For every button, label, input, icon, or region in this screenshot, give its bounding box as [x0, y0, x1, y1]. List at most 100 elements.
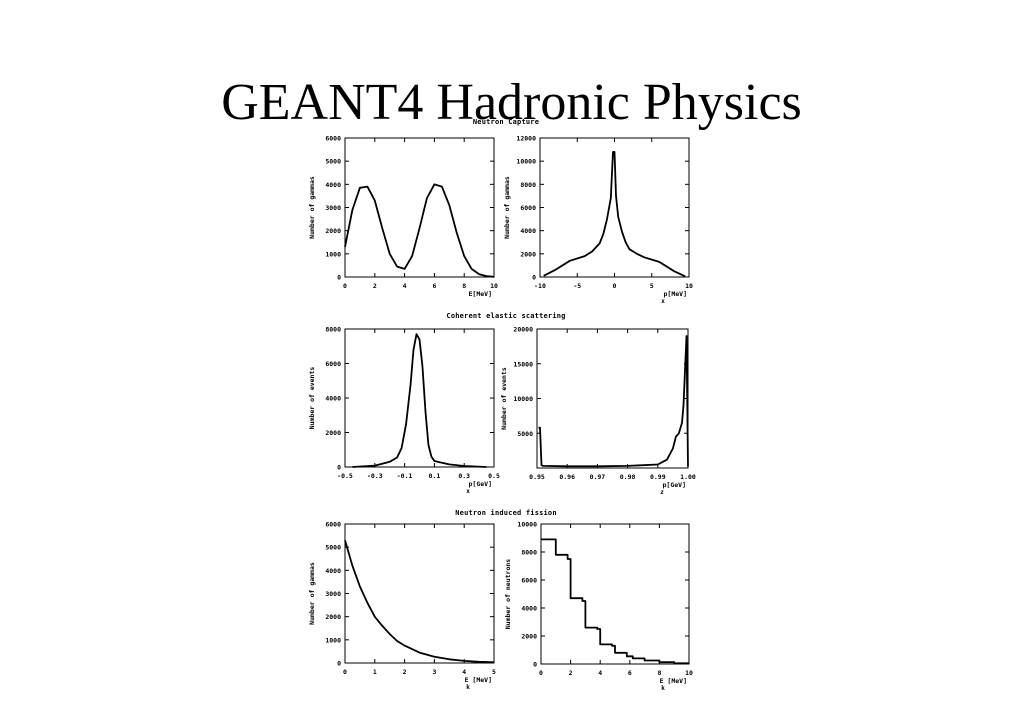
x-tick-label: 4 — [598, 669, 602, 677]
y-tick-label: 3000 — [325, 204, 341, 212]
y-tick-label: 6000 — [521, 577, 537, 585]
y-tick-label: 0 — [532, 274, 536, 282]
series-line-1 — [541, 538, 689, 665]
x-tick-label: -0.1 — [397, 472, 413, 480]
series-line-1 — [344, 183, 495, 278]
plot-frame — [344, 328, 495, 468]
x-axis-label: p[MeV] — [664, 290, 687, 298]
y-axis-label: Number of gammas — [308, 562, 316, 625]
x-tick-label: 0.3 — [458, 472, 470, 480]
chart-panel-2: -10 -5 0 5 10 0 2000 4000 6000 8000 10000 12000 p[Me… — [503, 135, 693, 306]
x-tick-label: 0.95 — [529, 473, 545, 481]
y-tick-label: 8000 — [520, 181, 536, 189]
plot-frame — [536, 328, 689, 469]
y-axis-label: Number of neutrons — [504, 559, 512, 630]
x-tick-label: 4 — [403, 282, 407, 290]
y-tick-label: 4000 — [521, 605, 537, 613]
y-axis-label: Number of gammas — [503, 176, 511, 239]
chart-panel-3: -0.5 -0.3 -0.1 0.1 0.3 0.5 0 2000 4000 6000 8000 p[… — [308, 326, 500, 496]
x-tick-label: 3 — [432, 668, 436, 676]
y-tick-label: 15000 — [513, 360, 533, 368]
y-tick-label: 1000 — [325, 636, 341, 644]
x-axis-label-subscript: x — [466, 488, 470, 495]
y-tick-label: 0 — [533, 661, 537, 669]
y-tick-label: 10000 — [517, 521, 537, 529]
y-axis-label: Number of gammas — [308, 176, 316, 239]
x-tick-label: 0.97 — [590, 473, 606, 481]
x-tick-label: -10 — [534, 282, 546, 290]
x-tick-label: 0.99 — [650, 473, 666, 481]
section-title-coherent-elastic: Coherent elastic scattering — [446, 312, 566, 320]
x-tick-label: 6 — [628, 669, 632, 677]
x-tick-label: 0 — [343, 668, 347, 676]
y-tick-label: 0 — [337, 464, 341, 472]
slide-title: GEANT4 Hadronic Physics — [221, 73, 802, 131]
y-tick-label: 8000 — [325, 326, 341, 334]
y-tick-label: 2000 — [325, 613, 341, 621]
y-tick-label: 6000 — [520, 204, 536, 212]
y-axis-label: Number of events — [500, 367, 508, 430]
series-line-1 — [352, 333, 487, 468]
x-tick-label: 10 — [490, 282, 498, 290]
chart-panel-6: 0 2 4 6 8 10 0 2000 4000 6000 8000 10000 E [MeV]k Num… — [504, 521, 693, 693]
x-tick-label: 0 — [539, 669, 543, 677]
y-tick-label: 12000 — [516, 135, 536, 143]
x-tick-label: 0.5 — [488, 472, 500, 480]
y-tick-label: 10000 — [513, 395, 533, 403]
x-tick-label: 6 — [432, 282, 436, 290]
y-tick-label: 8000 — [521, 549, 537, 557]
y-tick-label: 6000 — [325, 521, 341, 529]
x-tick-label: 2 — [403, 668, 407, 676]
y-tick-label: 20000 — [513, 326, 533, 334]
x-axis-label: p[GeV] — [469, 480, 492, 488]
x-axis-label: E[MeV] — [469, 290, 492, 298]
x-tick-label: -0.3 — [367, 472, 383, 480]
x-tick-label: 10 — [685, 282, 693, 290]
y-tick-label: 4000 — [325, 181, 341, 189]
x-tick-label: 8 — [657, 669, 661, 677]
x-axis-label: p[GeV] — [663, 481, 686, 489]
y-tick-label: 1000 — [325, 250, 341, 258]
plot-frame — [344, 523, 495, 664]
y-tick-label: 5000 — [325, 544, 341, 552]
y-tick-label: 2000 — [325, 227, 341, 235]
series-line-1 — [543, 150, 686, 278]
y-tick-label: 4000 — [325, 395, 341, 403]
y-tick-label: 4000 — [325, 567, 341, 575]
x-tick-label: -5 — [573, 282, 581, 290]
y-axis-label: Number of events — [308, 367, 316, 430]
x-tick-label: 2 — [373, 282, 377, 290]
y-tick-label: 2000 — [520, 250, 536, 258]
chart-panel-5: 0 1 2 3 4 5 0 1000 2000 3000 4000 5000 6000 E [MeV]k N… — [308, 521, 496, 692]
chart-panel-4: 0.95 0.96 0.97 0.98 0.99 1.00 5000 10000 15000 20… — [500, 326, 696, 497]
y-tick-label: 6000 — [325, 360, 341, 368]
y-tick-label: 0 — [337, 660, 341, 668]
plot-frame — [540, 523, 690, 665]
x-tick-label: 4 — [462, 668, 466, 676]
section-title-neutron-capture: Neutron Capture — [472, 118, 540, 126]
x-axis-label-subscript: k — [466, 684, 470, 691]
x-axis-label: E [MeV] — [465, 676, 492, 684]
series-line-1 — [344, 539, 495, 664]
x-tick-label: 5 — [492, 668, 496, 676]
x-tick-label: 1.00 — [680, 473, 696, 481]
section-title-neutron-fission: Neutron induced fission — [455, 509, 557, 517]
y-tick-label: 10000 — [516, 158, 536, 166]
x-tick-label: 2 — [569, 669, 573, 677]
chart-panel-1: 0 2 4 6 8 10 0 1000 2000 3000 4000 5000 6000 E[MeV] Nu… — [308, 135, 498, 299]
plot-frame — [344, 137, 495, 278]
y-tick-label: 2000 — [325, 429, 341, 437]
x-tick-label: 0.98 — [620, 473, 636, 481]
x-axis-label-subscript: k — [661, 685, 665, 692]
y-tick-label: 5000 — [325, 158, 341, 166]
x-tick-label: -0.5 — [337, 472, 353, 480]
y-tick-label: 2000 — [521, 633, 537, 641]
y-tick-label: 5000 — [517, 430, 533, 438]
series-line-1 — [538, 335, 689, 468]
y-tick-label: 6000 — [325, 135, 341, 143]
x-tick-label: 5 — [650, 282, 654, 290]
x-axis-label-subscript: z — [660, 489, 664, 496]
x-tick-label: 0.1 — [429, 472, 441, 480]
x-tick-label: 1 — [373, 668, 377, 676]
